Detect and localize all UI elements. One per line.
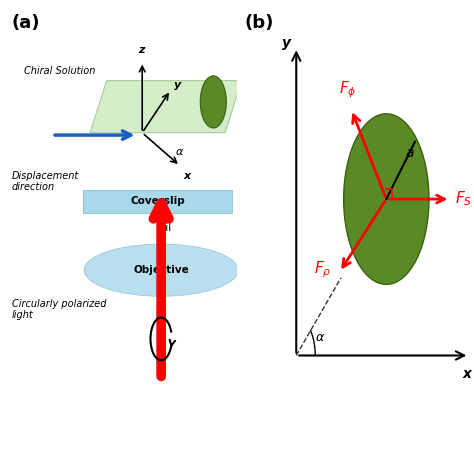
Text: $\alpha$: $\alpha$	[315, 331, 325, 344]
Text: Displacement
direction: Displacement direction	[12, 171, 79, 192]
Text: Circularly polarized
light: Circularly polarized light	[12, 299, 106, 320]
Text: z: z	[138, 45, 144, 55]
Ellipse shape	[84, 244, 238, 296]
Text: Chiral Solution: Chiral Solution	[24, 66, 95, 76]
Bar	[83, 190, 232, 213]
Text: y: y	[174, 80, 182, 91]
Text: x: x	[463, 367, 471, 382]
Text: Objective: Objective	[133, 265, 189, 275]
Text: a: a	[405, 146, 414, 160]
Text: $F_\phi$: $F_\phi$	[339, 79, 356, 100]
Text: (a): (a)	[12, 14, 40, 32]
Text: $\alpha$: $\alpha$	[175, 147, 184, 157]
Text: y: y	[283, 36, 291, 50]
Text: Oil: Oil	[157, 222, 172, 233]
Text: $F_\rho$: $F_\rho$	[314, 259, 331, 280]
Text: $F_S$: $F_S$	[455, 190, 472, 209]
Polygon shape	[90, 81, 242, 133]
Ellipse shape	[200, 76, 227, 128]
Text: Coverslip: Coverslip	[130, 196, 185, 207]
Text: (b): (b)	[244, 14, 273, 32]
Text: x: x	[184, 171, 191, 181]
Ellipse shape	[344, 114, 429, 284]
